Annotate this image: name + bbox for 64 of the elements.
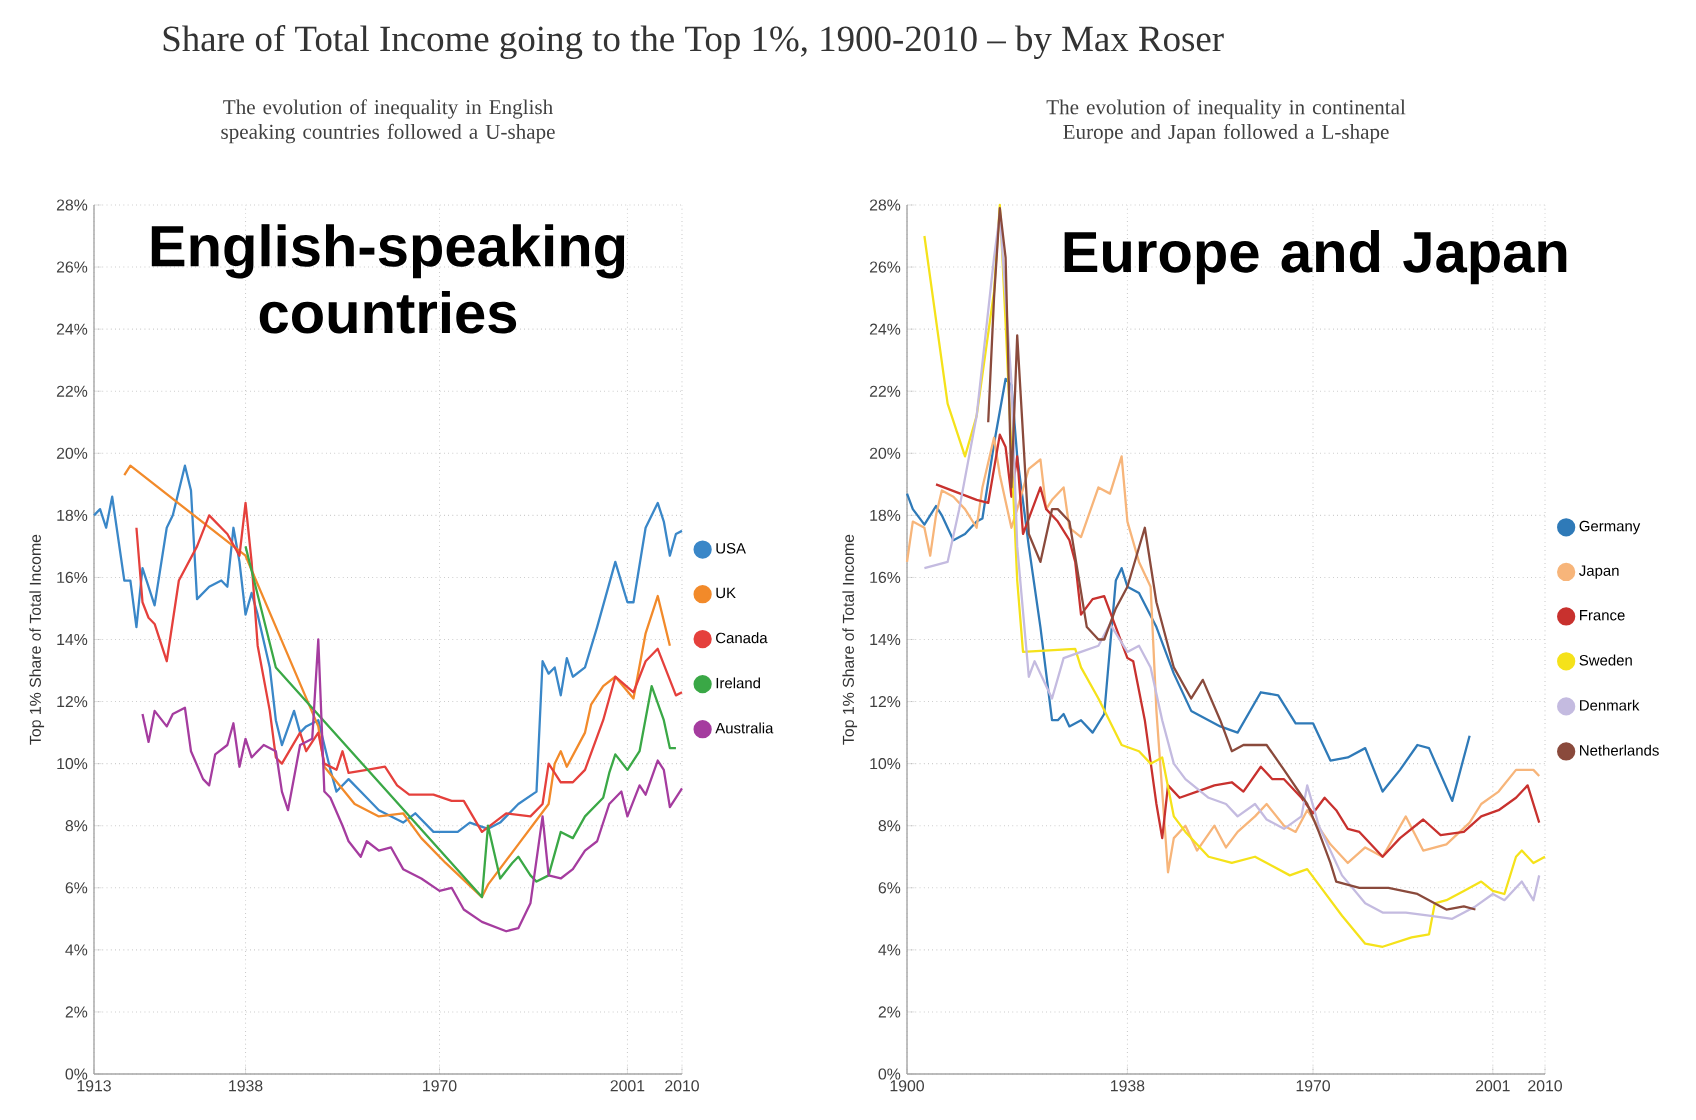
y-tick-label: 28% — [56, 199, 88, 211]
y-tick-label: 16% — [870, 571, 901, 584]
y-axis-title: Top 1% Share of Total Income — [842, 534, 858, 745]
x-tick-label: 2010 — [1528, 1080, 1562, 1092]
y-tick-label: 0% — [65, 1068, 88, 1080]
chart-title: Share of Total Income going to the Top 1%, 1900-2010 – by Max Roser — [163, 25, 1224, 59]
y-tick-label: 4% — [878, 944, 901, 956]
legend-label: Japan — [1579, 565, 1619, 579]
line-series — [905, 377, 1471, 803]
chart-subtitle: The evolution of inequality in English speaking countries followed a U-shape — [221, 99, 555, 144]
y-tick-label: 14% — [57, 633, 88, 646]
x-tick-label: 2010 — [665, 1080, 699, 1092]
y-tick-label: 18% — [870, 509, 901, 521]
line-series — [123, 464, 672, 899]
y-tick-label: 20% — [869, 447, 901, 459]
y-tick-label: 6% — [65, 882, 88, 894]
legend-label: USA — [716, 543, 746, 554]
x-tick-label: 2001 — [1476, 1080, 1510, 1092]
y-tick-label: 28% — [869, 199, 901, 211]
y-tick-label: 4% — [65, 944, 88, 956]
y-tick-label: 12% — [57, 695, 88, 708]
x-tick-label: 2001 — [610, 1080, 645, 1092]
legend-label: France — [1580, 610, 1625, 621]
y-tick-label: 10% — [870, 758, 901, 770]
y-tick-label: 24% — [869, 323, 901, 335]
legend-label: Australia — [715, 722, 774, 734]
legend-label: Ireland — [716, 677, 760, 689]
y-tick-label: 26% — [869, 261, 901, 273]
y-tick-label: 26% — [56, 261, 88, 273]
line-series — [244, 545, 678, 899]
legend-label: Netherlands — [1580, 744, 1659, 756]
y-tick-label: 24% — [56, 323, 88, 335]
y-tick-label: 8% — [65, 820, 88, 832]
legend-label: Sweden — [1579, 654, 1632, 666]
y-tick-label: 10% — [57, 758, 88, 770]
x-tick-label: 1938 — [1111, 1080, 1145, 1092]
y-axis-title: Top 1% Share of Total Income — [29, 534, 45, 745]
line-series — [141, 638, 684, 933]
legend-label: Germany — [1579, 520, 1641, 535]
x-tick-label: 1970 — [423, 1080, 457, 1092]
annotation: English-speaking countries — [151, 224, 625, 334]
y-tick-label: 0% — [878, 1068, 901, 1080]
legend-label: Denmark — [1580, 699, 1640, 711]
line-series — [135, 501, 684, 834]
x-tick-label: 1913 — [77, 1080, 111, 1092]
y-tick-label: 20% — [56, 447, 88, 459]
y-tick-label: 18% — [57, 509, 88, 521]
legend-label: UK — [716, 587, 736, 599]
y-tick-label: 12% — [870, 695, 901, 708]
y-tick-label: 16% — [57, 571, 88, 584]
y-tick-label: 14% — [870, 633, 901, 646]
legend-label: Canada — [716, 632, 768, 644]
y-tick-label: 8% — [878, 820, 901, 832]
x-tick-label: 1900 — [890, 1080, 924, 1092]
line-series — [92, 464, 684, 834]
y-tick-label: 6% — [878, 882, 901, 894]
x-tick-label: 1970 — [1296, 1080, 1330, 1092]
y-tick-label: 2% — [878, 1006, 901, 1018]
y-tick-label: 22% — [869, 385, 901, 397]
annotation: Europe and Japan — [1064, 230, 1567, 285]
x-tick-label: 1938 — [229, 1080, 263, 1092]
y-tick-label: 2% — [65, 1006, 88, 1018]
y-tick-label: 22% — [56, 385, 88, 397]
chart-subtitle: The evolution of inequality in continental Europe and Japan followed a L-shape — [1046, 99, 1406, 144]
